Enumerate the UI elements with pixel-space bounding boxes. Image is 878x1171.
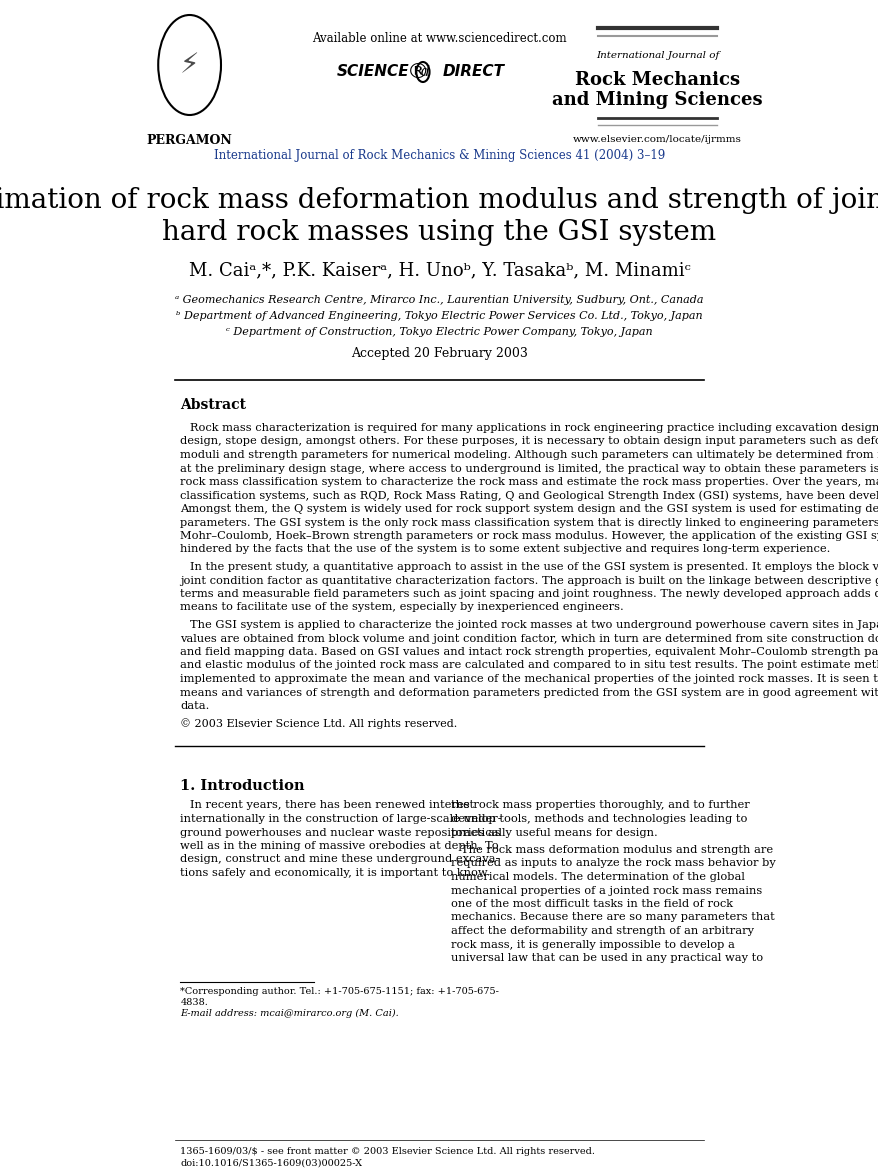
Text: www.elsevier.com/locate/ijrmms: www.elsevier.com/locate/ijrmms xyxy=(572,136,741,144)
Text: ⚡: ⚡ xyxy=(180,52,199,78)
Text: E-mail address: mcai@mirarco.org (M. Cai).: E-mail address: mcai@mirarco.org (M. Cai… xyxy=(180,1009,399,1018)
Text: mechanical properties of a jointed rock mass remains: mechanical properties of a jointed rock … xyxy=(450,885,762,896)
Text: ᵃ Geomechanics Research Centre, Mirarco Inc., Laurentian University, Sudbury, On: ᵃ Geomechanics Research Centre, Mirarco … xyxy=(175,295,703,304)
Text: 4838.: 4838. xyxy=(180,998,208,1007)
Text: moduli and strength parameters for numerical modeling. Although such parameters : moduli and strength parameters for numer… xyxy=(180,450,878,460)
Text: tions safely and economically, it is important to know: tions safely and economically, it is imp… xyxy=(180,868,487,878)
Text: Accepted 20 February 2003: Accepted 20 February 2003 xyxy=(350,348,528,361)
Text: Mohr–Coulomb, Hoek–Brown strength parameters or rock mass modulus. However, the : Mohr–Coulomb, Hoek–Brown strength parame… xyxy=(180,530,878,541)
Text: and elastic modulus of the jointed rock mass are calculated and compared to in s: and elastic modulus of the jointed rock … xyxy=(180,660,878,671)
Text: rock mass, it is generally impossible to develop a: rock mass, it is generally impossible to… xyxy=(450,939,734,950)
Text: International Journal of: International Journal of xyxy=(595,50,718,60)
Text: d: d xyxy=(420,66,428,78)
Text: SCIENCE: SCIENCE xyxy=(336,64,409,80)
Text: The GSI system is applied to characterize the jointed rock masses at two undergr: The GSI system is applied to characteriz… xyxy=(190,619,878,630)
Text: implemented to approximate the mean and variance of the mechanical properties of: implemented to approximate the mean and … xyxy=(180,674,878,684)
Text: Available online at www.sciencedirect.com: Available online at www.sciencedirect.co… xyxy=(312,32,566,44)
Text: The rock mass deformation modulus and strength are: The rock mass deformation modulus and st… xyxy=(460,845,772,855)
Text: Abstract: Abstract xyxy=(180,398,246,412)
Text: practically useful means for design.: practically useful means for design. xyxy=(450,828,658,837)
Text: rock mass classification system to characterize the rock mass and estimate the r: rock mass classification system to chara… xyxy=(180,477,878,487)
Text: ®: ® xyxy=(406,62,428,82)
Text: 1365-1609/03/$ - see front matter © 2003 Elsevier Science Ltd. All rights reserv: 1365-1609/03/$ - see front matter © 2003… xyxy=(180,1148,594,1157)
Text: numerical models. The determination of the global: numerical models. The determination of t… xyxy=(450,872,745,882)
Text: In recent years, there has been renewed interest: In recent years, there has been renewed … xyxy=(190,801,473,810)
Text: classification systems, such as RQD, Rock Mass Rating, Q and Geological Strength: classification systems, such as RQD, Roc… xyxy=(180,491,878,501)
Text: required as inputs to analyze the rock mass behavior by: required as inputs to analyze the rock m… xyxy=(450,858,775,869)
Text: DIRECT: DIRECT xyxy=(443,64,504,80)
Text: values are obtained from block volume and joint condition factor, which in turn : values are obtained from block volume an… xyxy=(180,634,878,644)
Text: terms and measurable field parameters such as joint spacing and joint roughness.: terms and measurable field parameters su… xyxy=(180,589,878,600)
Text: universal law that can be used in any practical way to: universal law that can be used in any pr… xyxy=(450,953,763,963)
Text: Estimation of rock mass deformation modulus and strength of jointed: Estimation of rock mass deformation modu… xyxy=(0,186,878,213)
Text: ᵇ Department of Advanced Engineering, Tokyo Electric Power Services Co. Ltd., To: ᵇ Department of Advanced Engineering, To… xyxy=(176,311,702,321)
Text: and Mining Sciences: and Mining Sciences xyxy=(551,91,762,109)
Text: International Journal of Rock Mechanics & Mining Sciences 41 (2004) 3–19: International Journal of Rock Mechanics … xyxy=(213,149,665,162)
Text: mechanics. Because there are so many parameters that: mechanics. Because there are so many par… xyxy=(450,912,774,923)
Text: internationally in the construction of large-scale under-: internationally in the construction of l… xyxy=(180,814,501,824)
Text: Rock Mechanics: Rock Mechanics xyxy=(574,71,739,89)
Text: 1. Introduction: 1. Introduction xyxy=(180,779,305,793)
Text: Amongst them, the Q system is widely used for rock support system design and the: Amongst them, the Q system is widely use… xyxy=(180,504,878,514)
Text: means and variances of strength and deformation parameters predicted from the GS: means and variances of strength and defo… xyxy=(180,687,878,698)
Text: *Corresponding author. Tel.: +1-705-675-1151; fax: +1-705-675-: *Corresponding author. Tel.: +1-705-675-… xyxy=(180,987,499,997)
Text: In the present study, a quantitative approach to assist in the use of the GSI sy: In the present study, a quantitative app… xyxy=(190,562,878,571)
Text: doi:10.1016/S1365-1609(03)00025-X: doi:10.1016/S1365-1609(03)00025-X xyxy=(180,1158,362,1167)
Text: at the preliminary design stage, where access to underground is limited, the pra: at the preliminary design stage, where a… xyxy=(180,464,878,473)
Text: parameters. The GSI system is the only rock mass classification system that is d: parameters. The GSI system is the only r… xyxy=(180,518,878,527)
Text: M. Caiᵃ,*, P.K. Kaiserᵃ, H. Unoᵇ, Y. Tasakaᵇ, M. Minamiᶜ: M. Caiᵃ,*, P.K. Kaiserᵃ, H. Unoᵇ, Y. Tas… xyxy=(189,261,689,279)
Text: hard rock masses using the GSI system: hard rock masses using the GSI system xyxy=(162,219,716,246)
Text: one of the most difficult tasks in the field of rock: one of the most difficult tasks in the f… xyxy=(450,899,732,909)
Text: design, construct and mine these underground excava-: design, construct and mine these undergr… xyxy=(180,855,500,864)
Text: joint condition factor as quantitative characterization factors. The approach is: joint condition factor as quantitative c… xyxy=(180,575,878,586)
Text: well as in the mining of massive orebodies at depth. To: well as in the mining of massive orebodi… xyxy=(180,841,499,851)
Text: ground powerhouses and nuclear waste repositories as: ground powerhouses and nuclear waste rep… xyxy=(180,828,500,837)
Text: the rock mass properties thoroughly, and to further: the rock mass properties thoroughly, and… xyxy=(450,801,749,810)
Text: Rock mass characterization is required for many applications in rock engineering: Rock mass characterization is required f… xyxy=(190,423,878,433)
Text: hindered by the facts that the use of the system is to some extent subjective an: hindered by the facts that the use of th… xyxy=(180,545,830,555)
Text: design, stope design, amongst others. For these purposes, it is necessary to obt: design, stope design, amongst others. Fo… xyxy=(180,437,878,446)
Text: data.: data. xyxy=(180,701,210,711)
Text: and field mapping data. Based on GSI values and intact rock strength properties,: and field mapping data. Based on GSI val… xyxy=(180,648,878,657)
Text: © 2003 Elsevier Science Ltd. All rights reserved.: © 2003 Elsevier Science Ltd. All rights … xyxy=(180,718,457,728)
Text: develop tools, methods and technologies leading to: develop tools, methods and technologies … xyxy=(450,814,747,824)
Text: ᶜ Department of Construction, Tokyo Electric Power Company, Tokyo, Japan: ᶜ Department of Construction, Tokyo Elec… xyxy=(226,327,652,337)
Text: affect the deformability and strength of an arbitrary: affect the deformability and strength of… xyxy=(450,926,753,936)
Text: PERGAMON: PERGAMON xyxy=(147,133,232,146)
Text: means to facilitate use of the system, especially by inexperienced engineers.: means to facilitate use of the system, e… xyxy=(180,603,623,612)
